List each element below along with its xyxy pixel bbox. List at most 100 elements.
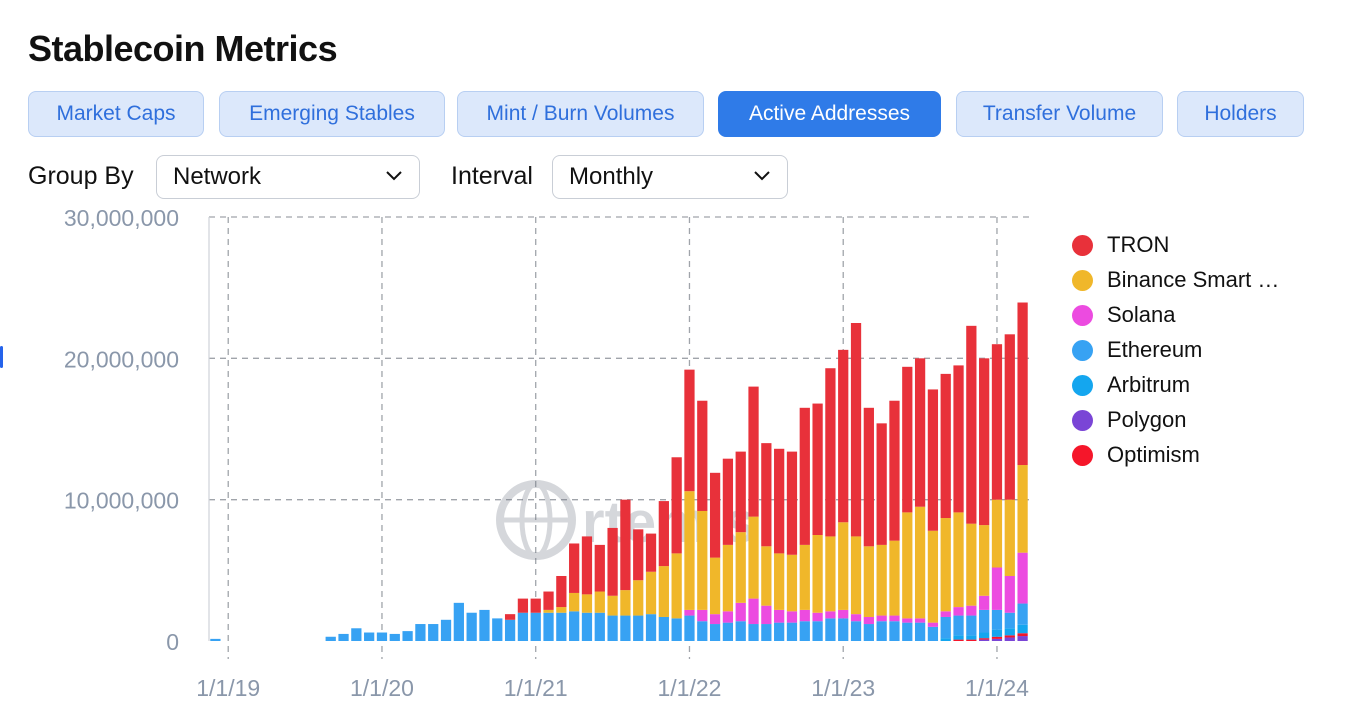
bar-segment-binance-smart (850, 536, 862, 615)
bar-segment-ethereum (1017, 603, 1028, 625)
bar-segment-ethereum (569, 611, 580, 641)
y-tick-label: 0 (166, 629, 179, 655)
bar-segment-ethereum (620, 615, 631, 641)
bar-segment-tron (569, 543, 580, 593)
legend-item-ethereum[interactable]: Ethereum (1072, 335, 1202, 365)
legend-item-binance-smart-chain[interactable]: Binance Smart … (1072, 265, 1279, 295)
bar-segment-tron (530, 598, 541, 613)
bar-segment-arbitrum (979, 632, 990, 639)
bar-segment-binance-smart (671, 553, 682, 619)
bar-segment-binance-smart (735, 532, 746, 603)
bar-segment-ethereum (953, 615, 964, 636)
bar-segment-solana (735, 602, 746, 622)
interval-select[interactable]: Monthly (552, 155, 788, 199)
legend-dot (1072, 444, 1093, 466)
bar-segment-binance-smart (556, 607, 567, 613)
bar-segment-solana (684, 609, 695, 616)
bar-segment-tron (786, 451, 798, 555)
legend-dot (1072, 374, 1093, 396)
bar-segment-tron (991, 344, 1003, 500)
bar-segment-ethereum (428, 624, 439, 641)
bar-segment-ethereum (658, 616, 669, 641)
bar-segment-tron (914, 358, 926, 507)
x-tick-label: 1/1/24 (965, 675, 1029, 701)
bar-segment-solana (761, 605, 772, 625)
bar-segment-binance-smart (748, 516, 759, 599)
bar-segment-optimism (991, 636, 1003, 639)
bar-segment-optimism (979, 638, 990, 640)
bar-segment-ethereum (415, 624, 426, 641)
bar-segment-polygon (1004, 637, 1015, 641)
legend-item-solana[interactable]: Solana (1072, 300, 1176, 330)
tab-holders[interactable]: Holders (1177, 91, 1304, 137)
legend-item-polygon[interactable]: Polygon (1072, 405, 1187, 435)
page-title: Stablecoin Metrics (28, 28, 338, 69)
bar-segment-ethereum (466, 612, 477, 641)
y-tick-label: 10,000,000 (64, 488, 179, 514)
bar-segment-ethereum (709, 624, 721, 641)
bar-segment-arbitrum (940, 638, 951, 641)
bar-segment-tron (850, 323, 862, 537)
bar-segment-tron (581, 536, 593, 595)
bar-segment-binance-smart (953, 512, 964, 608)
bar-segment-tron (645, 533, 657, 572)
bar-segment-ethereum (440, 619, 452, 641)
bar-segment-solana (966, 605, 977, 616)
bar-segment-tron (966, 325, 977, 524)
tab-market-caps[interactable]: Market Caps (28, 91, 204, 137)
bar-segment-ethereum (902, 622, 913, 641)
bar-segment-ethereum (1004, 612, 1015, 629)
tab-active-addresses[interactable]: Active Addresses (718, 91, 941, 137)
chevron-down-icon (754, 171, 770, 181)
legend-item-tron[interactable]: TRON (1072, 230, 1169, 260)
bar-segment-binance-smart (761, 546, 772, 606)
legend-dot (1072, 304, 1093, 326)
bar-segment-binance-smart (620, 590, 631, 616)
legend-item-optimism[interactable]: Optimism (1072, 440, 1200, 470)
tab-mint-burn-volumes[interactable]: Mint / Burn Volumes (457, 91, 704, 137)
tab-transfer-volume[interactable]: Transfer Volume (956, 91, 1163, 137)
bar-segment-binance-smart (658, 566, 669, 617)
bar-segment-binance-smart (902, 512, 913, 619)
bar-segment-tron (902, 366, 913, 513)
legend-dot (1072, 339, 1093, 361)
bar-segment-solana (722, 611, 734, 623)
legend-dot (1072, 269, 1093, 291)
bar-segment-tron (774, 448, 785, 554)
bar-segment-ethereum (697, 621, 708, 641)
bar-segment-binance-smart (825, 536, 836, 612)
bar-segment-solana (812, 612, 823, 622)
legend-item-arbitrum[interactable]: Arbitrum (1072, 370, 1190, 400)
bar-segment-binance-smart (709, 557, 721, 615)
bar-segment-tron (684, 369, 695, 492)
bar-segment-ethereum (786, 622, 798, 641)
legend-label: Solana (1107, 302, 1176, 327)
bar-segment-binance-smart (569, 592, 580, 612)
bar-segment-solana (799, 609, 810, 622)
bar-segment-ethereum (671, 618, 682, 641)
bar-segment-solana (889, 615, 900, 622)
bar-segment-binance-smart (722, 544, 734, 612)
y-axis: 0 10,000,000 20,000,000 30,000,000 (64, 205, 179, 655)
bar-segment-ethereum (338, 633, 349, 641)
bar-segment-binance-smart (633, 580, 644, 616)
bar-segment-binance-smart (927, 530, 939, 623)
bar-segment-binance-smart (581, 594, 593, 613)
bar-segment-ethereum (504, 619, 516, 641)
bar-segment-solana (709, 614, 721, 625)
bar-segment-solana (1004, 575, 1015, 613)
bar-segment-tron (876, 423, 887, 545)
bar-segment-ethereum (735, 621, 746, 641)
tab-emerging-stables[interactable]: Emerging Stables (219, 91, 445, 137)
bar-segment-binance-smart (786, 554, 798, 612)
bar-segment-ethereum (364, 632, 375, 641)
bar-segment-ethereum (517, 612, 529, 641)
bar-segment-optimism (1004, 635, 1015, 638)
legend-label: Ethereum (1107, 337, 1203, 362)
bar-segment-polygon (991, 638, 1003, 641)
bar-segment-solana (838, 609, 849, 619)
bar-segment-tron (722, 458, 734, 545)
bar-segment-binance-smart (594, 591, 605, 613)
group-by-select[interactable]: Network (156, 155, 420, 199)
x-tick-label: 1/1/20 (350, 675, 414, 701)
